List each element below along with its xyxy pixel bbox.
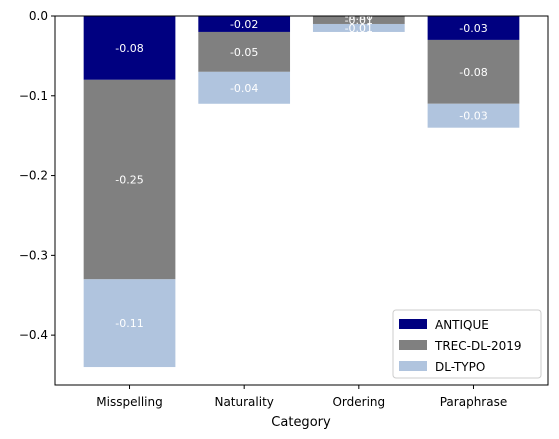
bar-data-label: -0.02 <box>230 18 258 31</box>
legend: ANTIQUE TREC-DL-2019 DL-TYPO <box>392 309 542 379</box>
x-tick-label: Misspelling <box>96 395 162 409</box>
bar-data-label: -0.05 <box>230 46 258 59</box>
bar-data-label: -0.08 <box>115 42 143 55</box>
y-tick-label: 0.0 <box>29 9 48 23</box>
bar-antique-paraphrase <box>427 16 520 40</box>
legend-box <box>392 309 542 379</box>
legend-label: ANTIQUE <box>435 318 489 332</box>
legend-label: DL-TYPO <box>435 360 485 374</box>
legend-swatch <box>399 319 427 329</box>
y-tick-label: −0.2 <box>19 169 48 183</box>
bar-dl-typo-naturality <box>198 71 291 104</box>
bars-layer <box>83 16 520 368</box>
bar-trec-dl-2019-naturality <box>198 31 291 72</box>
x-tick-label: Ordering <box>332 395 385 409</box>
bar-data-label: -0.01 <box>345 14 373 27</box>
bar-data-label: -0.04 <box>230 82 258 95</box>
bar-antique-misspelling <box>83 16 176 80</box>
bar-labels-layer: -0.08-0.25-0.11-0.02-0.05-0.04-0.00-0.01… <box>115 10 487 330</box>
plot-frame <box>54 15 549 386</box>
bar-data-label: -0.11 <box>115 317 143 330</box>
bar-data-label: -0.03 <box>459 110 487 123</box>
y-tick-label: −0.3 <box>19 248 48 262</box>
x-tick-label: Paraphrase <box>440 395 507 409</box>
bar-data-label: -0.03 <box>459 22 487 35</box>
bar-antique-naturality <box>198 16 291 32</box>
bar-trec-dl-2019-misspelling <box>83 79 176 280</box>
bar-trec-dl-2019-ordering <box>312 16 405 24</box>
bar-dl-typo-ordering <box>312 23 405 32</box>
y-tick-label: −0.4 <box>19 328 48 342</box>
bar-trec-dl-2019-paraphrase <box>427 39 520 104</box>
bar-data-label: -0.25 <box>115 174 143 187</box>
bar-data-label: -0.08 <box>459 66 487 79</box>
legend-swatch <box>399 361 427 371</box>
bar-dl-typo-misspelling <box>83 279 176 368</box>
x-axis-label: Category <box>271 415 331 430</box>
legend-label: TREC-DL-2019 <box>434 339 522 353</box>
axes-layer: 0.0 −0.1 −0.2 −0.3 −0.4 Misspelling Naturality… <box>19 9 549 409</box>
x-tick-label: Naturality <box>214 395 273 409</box>
bar-data-label: -0.01 <box>345 22 373 35</box>
y-tick-label: −0.1 <box>19 89 48 103</box>
legend-swatch <box>399 340 427 350</box>
bar-dl-typo-paraphrase <box>427 103 520 128</box>
